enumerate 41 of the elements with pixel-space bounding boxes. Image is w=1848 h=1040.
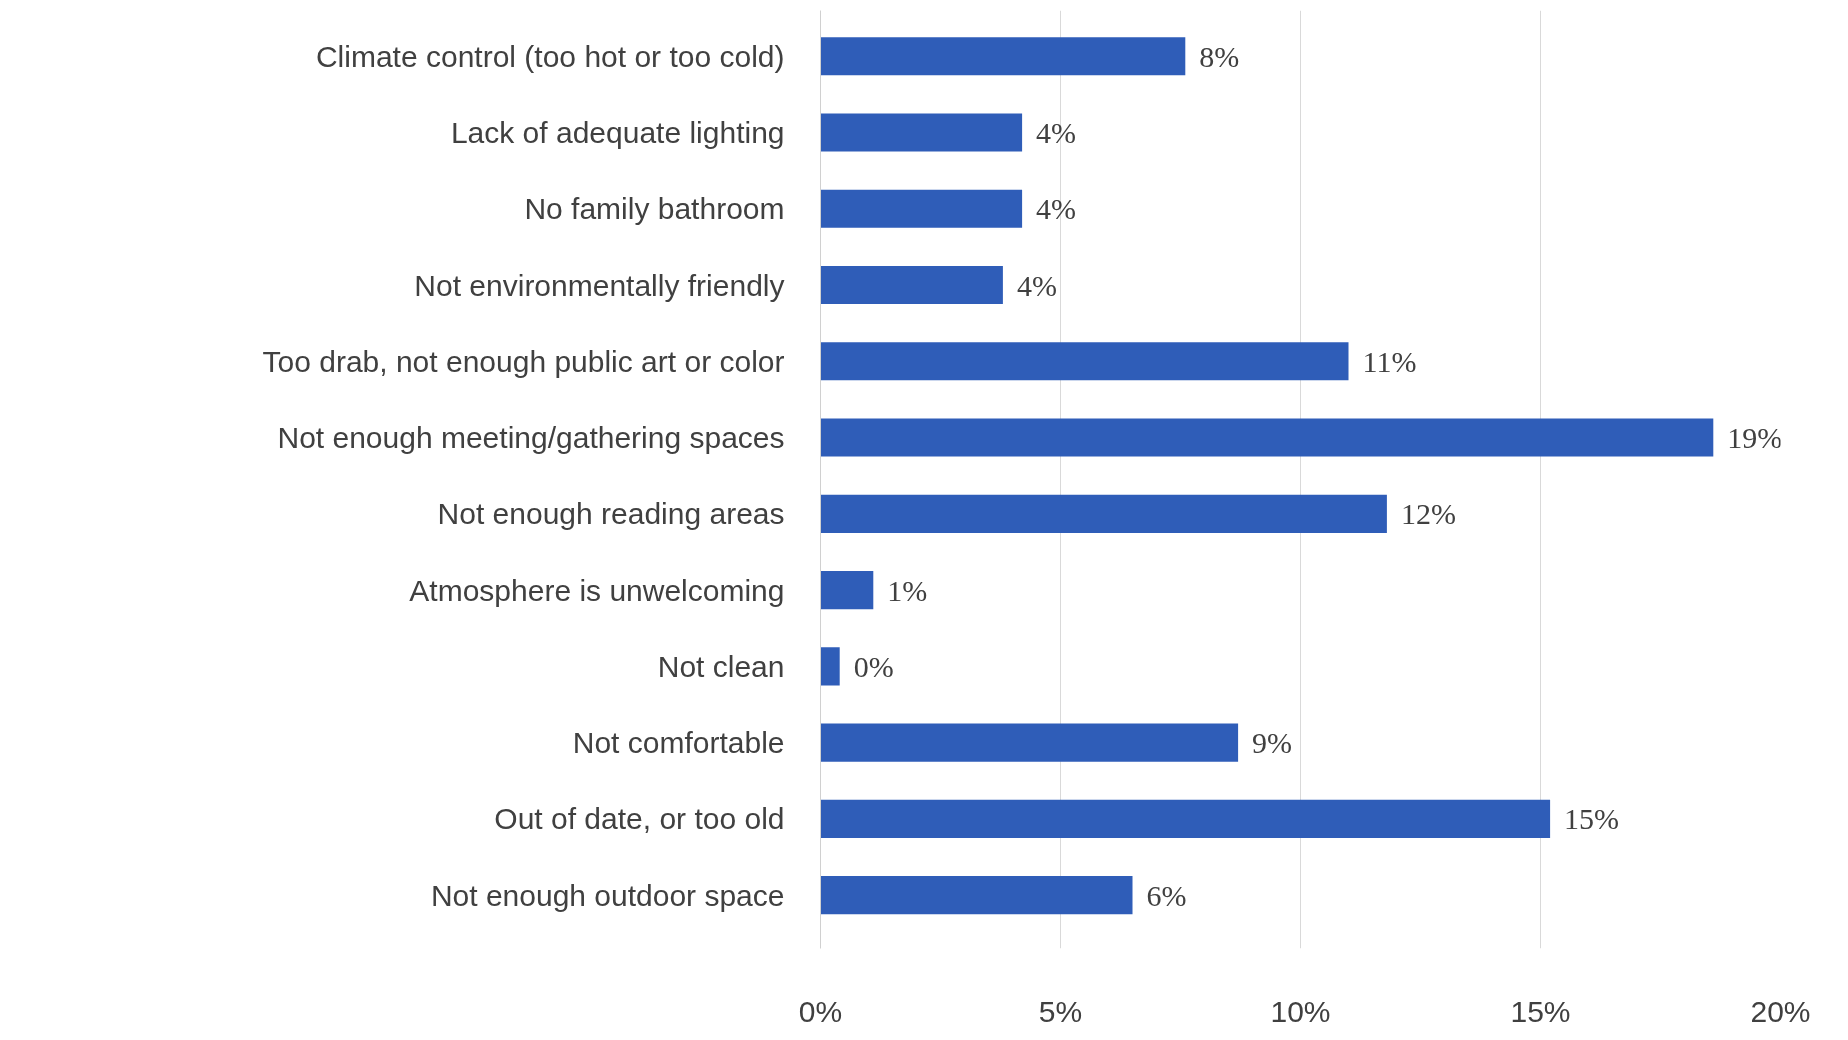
data-label: 1% — [887, 573, 928, 607]
y-tick-label: Too drab, not enough public art or color — [262, 344, 785, 378]
y-tick-label: Not clean — [657, 649, 785, 683]
bar — [820, 494, 1387, 533]
y-tick-label: Not environmentally friendly — [414, 268, 785, 302]
data-label: 19% — [1727, 421, 1783, 455]
y-tick-label: Not enough meeting/gathering spaces — [277, 421, 785, 455]
x-tick-label: 5% — [1038, 994, 1083, 1028]
y-tick-label: Atmosphere is unwelcoming — [409, 573, 785, 607]
x-tick-label: 0% — [798, 994, 843, 1028]
x-tick-label: 10% — [1270, 994, 1331, 1028]
data-label: 9% — [1252, 726, 1293, 760]
bar — [820, 113, 1023, 152]
bar — [820, 799, 1551, 838]
y-tick-label: Not enough outdoor space — [430, 878, 785, 912]
data-label: 8% — [1199, 39, 1240, 73]
data-label: 4% — [1036, 192, 1077, 226]
bar — [820, 571, 874, 610]
bar — [820, 37, 1186, 76]
bar — [820, 723, 1239, 762]
bar — [820, 342, 1349, 381]
data-label: 4% — [1016, 268, 1057, 302]
bar — [820, 876, 1133, 915]
y-tick-label: Not enough reading areas — [437, 497, 785, 531]
data-label: 0% — [853, 649, 894, 683]
y-tick-label: Climate control (too hot or too cold) — [315, 39, 785, 73]
y-tick-label: No family bathroom — [524, 192, 785, 226]
x-tick-label: 20% — [1750, 994, 1811, 1028]
y-tick-label: Not comfortable — [572, 726, 785, 760]
data-label: 11% — [1362, 344, 1417, 378]
data-label: 6% — [1146, 878, 1187, 912]
y-tick-label: Out of date, or too old — [494, 802, 785, 836]
x-tick-label: 15% — [1510, 994, 1571, 1028]
bar — [820, 265, 1003, 305]
bar — [820, 189, 1023, 228]
data-label: 4% — [1036, 116, 1077, 150]
bar — [820, 418, 1714, 457]
bar — [820, 647, 840, 686]
y-tick-label: Lack of adequate lighting — [450, 116, 785, 150]
data-label: 12% — [1400, 497, 1456, 531]
data-label: 15% — [1564, 802, 1620, 836]
